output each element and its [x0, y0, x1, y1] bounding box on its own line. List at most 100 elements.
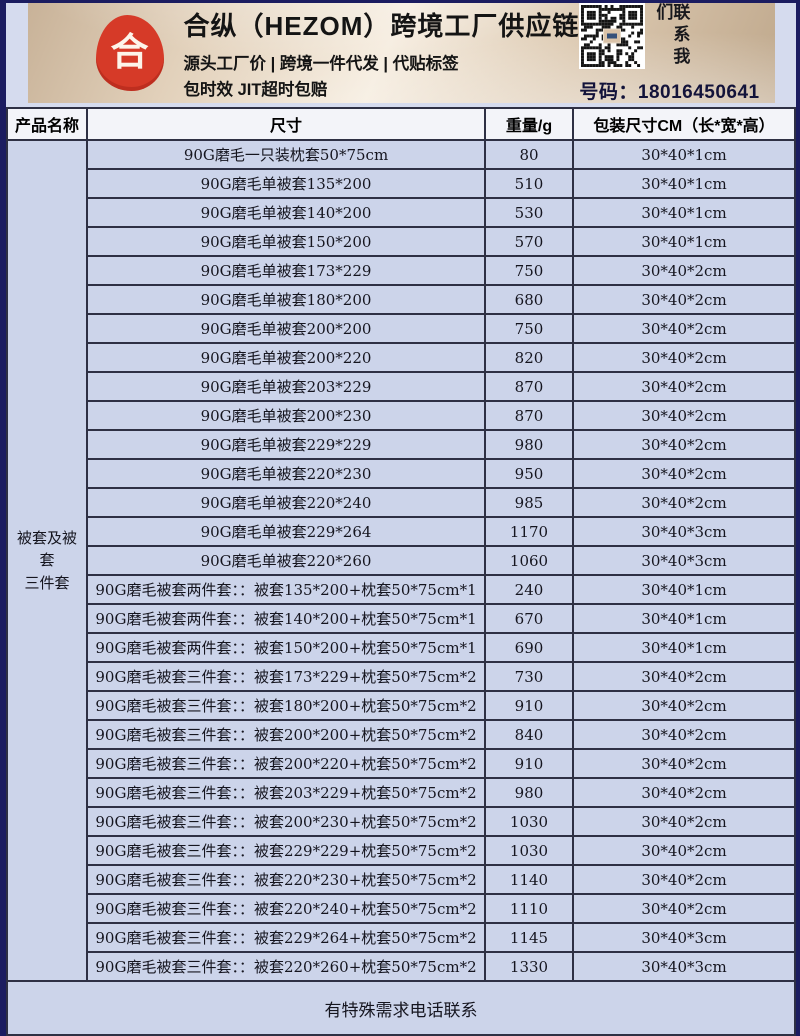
weight-cell: 730 — [484, 661, 574, 692]
package-cell: 30*40*2cm — [572, 748, 796, 779]
weight-cell: 985 — [484, 487, 574, 518]
logo-character: 合 — [110, 32, 149, 74]
size-cell: 90G磨毛单被套229*229 — [86, 429, 486, 460]
weight-cell: 870 — [484, 371, 574, 402]
size-cell: 90G磨毛被套两件套：：被套150*200+枕套50*75cm*1 — [86, 632, 486, 663]
table-row: 90G磨毛被套三件套：：被套200*220+枕套50*75cm*2 910 30*4… — [7, 748, 796, 779]
header-product-name: 产品名称 — [6, 107, 88, 141]
package-cell: 30*40*2cm — [572, 313, 796, 344]
qr-center-logo-icon — [603, 28, 622, 43]
table-row: 90G磨毛单被套200*220 820 30*40*2cm — [7, 342, 796, 373]
company-logo-icon: 合 — [95, 15, 164, 91]
header-weight: 重量/g — [484, 107, 574, 141]
package-cell: 30*40*2cm — [572, 690, 796, 721]
package-cell: 30*40*1cm — [572, 603, 796, 634]
weight-cell: 1330 — [484, 951, 574, 982]
package-cell: 30*40*1cm — [572, 168, 796, 199]
table-row: 90G磨毛被套三件套：：被套229*229+枕套50*75cm*2 1030 30*… — [7, 835, 796, 866]
weight-cell: 670 — [484, 603, 574, 634]
table-row: 90G磨毛被套三件套：：被套200*230+枕套50*75cm*2 1030 30*… — [7, 806, 796, 837]
package-cell: 30*40*2cm — [572, 342, 796, 373]
tagline-line2: 包时效 JIT超时包赔 — [183, 81, 328, 99]
size-cell: 90G磨毛被套三件套：：被套229*264+枕套50*75cm*2 — [86, 922, 486, 953]
size-cell: 90G磨毛单被套220*240 — [86, 487, 486, 518]
footer-row: 有特殊需求电话联系 — [6, 980, 796, 1036]
package-cell: 30*40*1cm — [572, 139, 796, 170]
package-cell: 30*40*2cm — [572, 400, 796, 431]
size-cell: 90G磨毛单被套180*200 — [86, 284, 486, 315]
table-row: 90G磨毛单被套150*200 570 30*40*1cm — [7, 226, 796, 257]
size-cell: 90G磨毛被套三件套：：被套180*200+枕套50*75cm*2 — [86, 690, 486, 721]
table-row: 90G磨毛单被套220*240 985 30*40*2cm — [7, 487, 796, 518]
weight-cell: 910 — [484, 690, 574, 721]
table-row: 90G磨毛单被套220*260 1060 30*40*3cm — [7, 545, 796, 576]
table-row: 90G磨毛单被套200*230 870 30*40*2cm — [7, 400, 796, 431]
package-cell: 30*40*2cm — [572, 777, 796, 808]
size-cell: 90G磨毛被套三件套：：被套200*220+枕套50*75cm*2 — [86, 748, 486, 779]
category-cell: 被套及被套 三件套 — [6, 139, 88, 982]
footer-note: 有特殊需求电话联系 — [6, 980, 796, 1036]
size-cell: 90G磨毛单被套173*229 — [86, 255, 486, 286]
package-cell: 30*40*2cm — [572, 284, 796, 315]
weight-cell: 870 — [484, 400, 574, 431]
weight-cell: 510 — [484, 168, 574, 199]
weight-cell: 750 — [484, 313, 574, 344]
table-row: 90G磨毛单被套229*229 980 30*40*2cm — [7, 429, 796, 460]
size-cell: 90G磨毛被套三件套：：被套200*230+枕套50*75cm*2 — [86, 806, 486, 837]
package-cell: 30*40*1cm — [572, 226, 796, 257]
table-row: 90G磨毛单被套140*200 530 30*40*1cm — [7, 197, 796, 228]
spec-table: 产品名称 尺寸 重量/g 包装尺寸CM（长*宽*高） 被套及被套 三件套 90G磨毛… — [6, 107, 796, 1036]
size-cell: 90G磨毛单被套150*200 — [86, 226, 486, 257]
table-row: 90G磨毛被套两件套：：被套150*200+枕套50*75cm*1 690 30*4… — [7, 632, 796, 663]
size-cell: 90G磨毛一只装枕套50*75cm — [86, 139, 486, 170]
size-cell: 90G磨毛单被套220*230 — [86, 458, 486, 489]
spec-table-area: 产品名称 尺寸 重量/g 包装尺寸CM（长*宽*高） 被套及被套 三件套 90G磨毛… — [6, 107, 796, 1036]
size-cell: 90G磨毛被套三件套：：被套220*230+枕套50*75cm*2 — [86, 864, 486, 895]
package-cell: 30*40*2cm — [572, 487, 796, 518]
table-row: 90G磨毛被套两件套：：被套135*200+枕套50*75cm*1 240 30*4… — [7, 574, 796, 605]
table-row: 90G磨毛单被套135*200 510 30*40*1cm — [7, 168, 796, 199]
weight-cell: 910 — [484, 748, 574, 779]
size-cell: 90G磨毛被套三件套：：被套200*200+枕套50*75cm*2 — [86, 719, 486, 750]
package-cell: 30*40*2cm — [572, 429, 796, 460]
table-row: 90G磨毛被套三件套：：被套173*229+枕套50*75cm*2 730 30*4… — [7, 661, 796, 692]
weight-cell: 750 — [484, 255, 574, 286]
weight-cell: 1145 — [484, 922, 574, 953]
weight-cell: 1110 — [484, 893, 574, 924]
qr-code-icon — [579, 2, 646, 69]
size-cell: 90G磨毛单被套200*230 — [86, 400, 486, 431]
spec-sheet: 合 合纵（HEZOM）跨境工厂供应链 源头工厂价 | 跨境一件代发 | 代贴标签… — [6, 2, 796, 1036]
table-row: 90G磨毛被套三件套：：被套203*229+枕套50*75cm*2 980 30*4… — [7, 777, 796, 808]
size-cell: 90G磨毛单被套229*264 — [86, 516, 486, 547]
weight-cell: 1030 — [484, 835, 574, 866]
table-row: 90G磨毛单被套203*229 870 30*40*2cm — [7, 371, 796, 402]
banner-text-block: 合纵（HEZOM）跨境工厂供应链 源头工厂价 | 跨境一件代发 | 代贴标签 包… — [184, 6, 580, 100]
weight-cell: 1030 — [484, 806, 574, 837]
weight-cell: 1140 — [484, 864, 574, 895]
package-cell: 30*40*1cm — [572, 197, 796, 228]
size-cell: 90G磨毛被套三件套：：被套220*260+枕套50*75cm*2 — [86, 951, 486, 982]
company-title: 合纵（HEZOM）跨境工厂供应链 — [183, 11, 580, 41]
size-cell: 90G磨毛被套两件套：：被套135*200+枕套50*75cm*1 — [86, 574, 486, 605]
contact-us-label: 联系我们 — [653, 2, 690, 69]
package-cell: 30*40*3cm — [572, 516, 796, 547]
tagline-line1: 源头工厂价 | 跨境一件代发 | 代贴标签 — [183, 55, 459, 73]
size-cell: 90G磨毛被套三件套：：被套220*240+枕套50*75cm*2 — [86, 893, 486, 924]
size-cell: 90G磨毛被套三件套：：被套173*229+枕套50*75cm*2 — [86, 661, 486, 692]
package-cell: 30*40*2cm — [572, 371, 796, 402]
size-cell: 90G磨毛单被套203*229 — [86, 371, 486, 402]
table-row: 90G磨毛被套三件套：：被套220*230+枕套50*75cm*2 1140 30*… — [7, 864, 796, 895]
size-cell: 90G磨毛单被套140*200 — [86, 197, 486, 228]
table-row: 90G磨毛被套三件套：：被套180*200+枕套50*75cm*2 910 30*4… — [7, 690, 796, 721]
weight-cell: 980 — [484, 429, 574, 460]
package-cell: 30*40*2cm — [572, 864, 796, 895]
package-cell: 30*40*2cm — [572, 458, 796, 489]
table-row: 被套及被套 三件套 90G磨毛一只装枕套50*75cm 80 30*40*1cm — [6, 139, 796, 982]
table-row: 90G磨毛单被套229*264 1170 30*40*3cm — [7, 516, 796, 547]
header-package-size: 包装尺寸CM（长*宽*高） — [572, 107, 796, 141]
package-cell: 30*40*3cm — [572, 545, 796, 576]
weight-cell: 240 — [484, 574, 574, 605]
table-row: 90G磨毛单被套180*200 680 30*40*2cm — [7, 284, 796, 315]
size-cell: 90G磨毛单被套200*200 — [86, 313, 486, 344]
weight-cell: 950 — [484, 458, 574, 489]
